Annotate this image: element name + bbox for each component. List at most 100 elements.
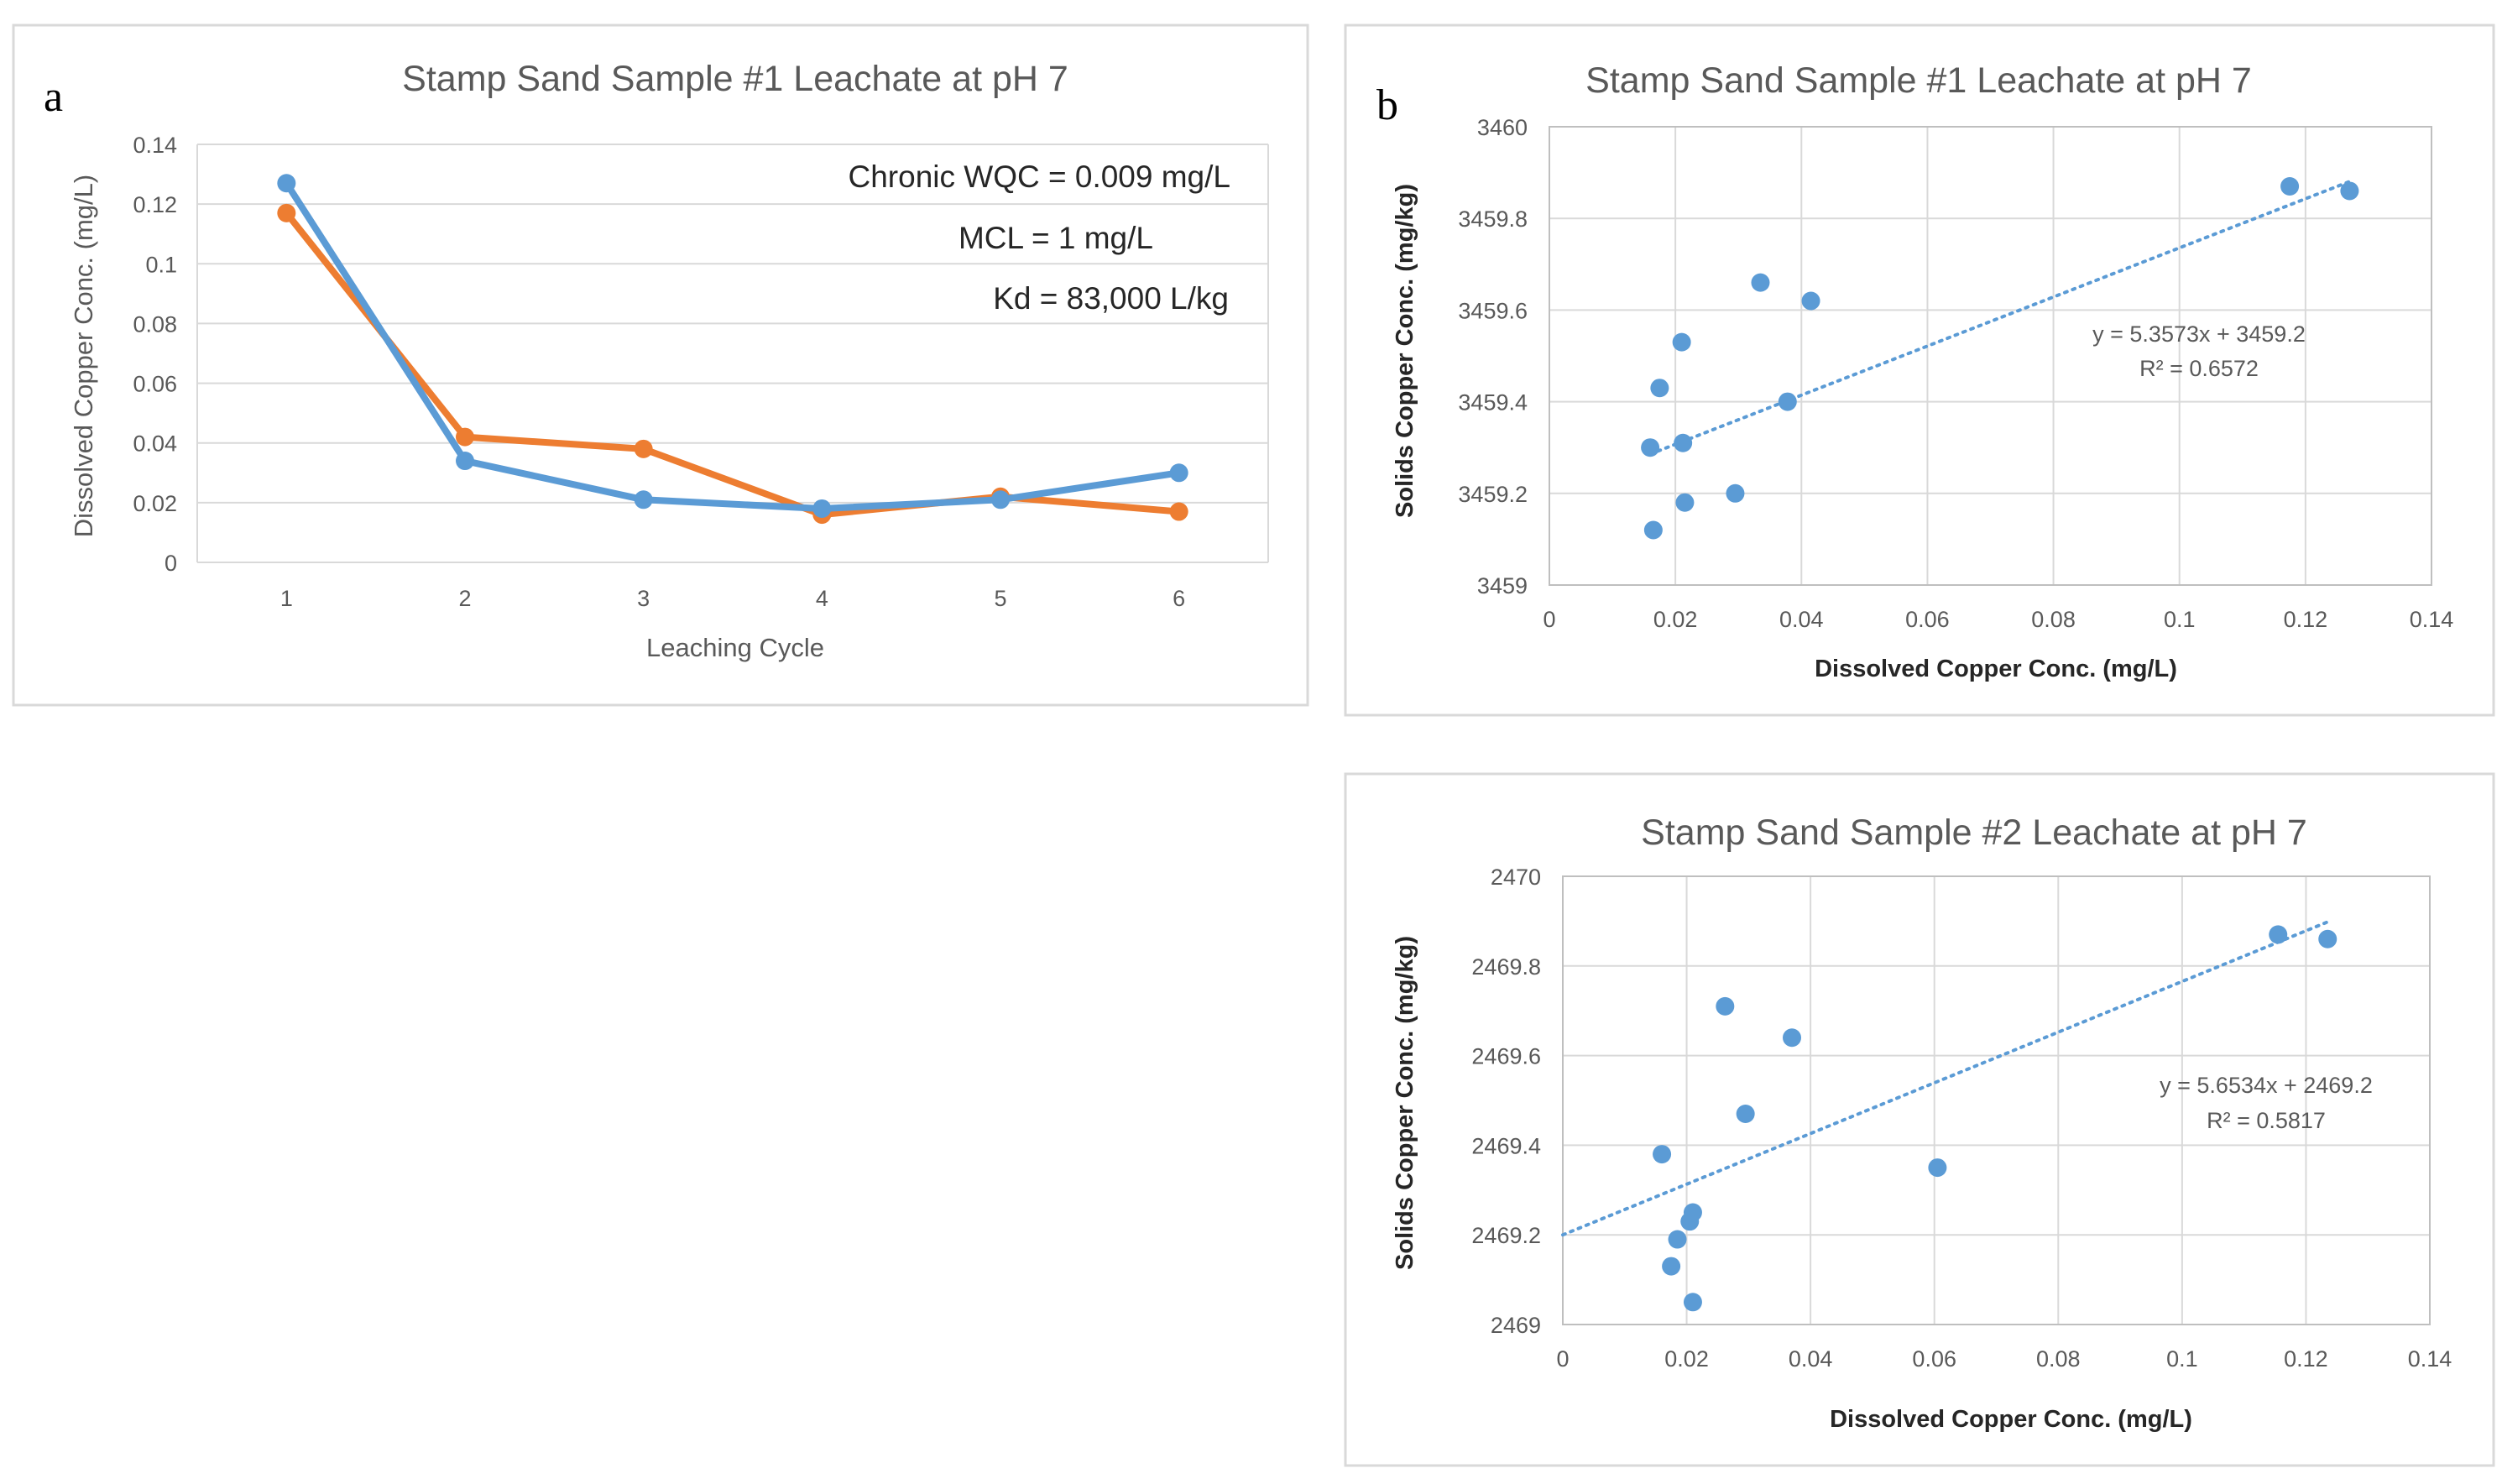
chart-b2-xtick-label: 0.02 <box>1664 1346 1709 1372</box>
chart-a-ytick-label: 0.06 <box>133 372 177 397</box>
chart-b2-point <box>2269 925 2288 944</box>
chart-b2-point <box>1716 996 1735 1016</box>
chart-a-xtick-label: 4 <box>816 586 828 611</box>
chart-a-plot: 0 0.02 0.04 0.06 0.08 0.1 0.12 0.14 1 2 3 4 5 6 <box>133 133 1269 611</box>
chart-b1-plot-border <box>1549 126 2432 586</box>
chart-a-series-2-point <box>456 452 474 471</box>
chart-b1-xtick-label: 0.12 <box>2284 607 2328 632</box>
chart-b2-ytick-label: 2469 <box>1491 1313 1541 1338</box>
chart-b2-point <box>1683 1293 1702 1312</box>
chart-a-ytick-label: 0.1 <box>145 252 177 277</box>
chart-b2-trendline <box>1561 920 2330 1237</box>
chart-a-ytick-label: 0.12 <box>133 192 177 217</box>
chart-b1-ytick-label: 3459.4 <box>1458 390 1528 415</box>
chart-a-ytick-label: 0.02 <box>133 491 177 516</box>
chart-a-annotation-wqc: Chronic WQC = 0.009 mg/L <box>849 159 1231 194</box>
chart-b2-title: Stamp Sand Sample #2 Leachate at pH 7 <box>1641 813 2307 853</box>
chart-b1-equation: y = 5.3573x + 3459.2 <box>2092 321 2306 347</box>
chart-a-frame <box>12 24 1309 707</box>
chart-a-ytick-label: 0.14 <box>133 133 177 158</box>
chart-b2-plot-border <box>1562 875 2431 1325</box>
chart-a-series-1-point <box>277 203 296 222</box>
chart-a-xtick-label: 6 <box>1173 586 1185 611</box>
chart-b1-point <box>2340 181 2359 201</box>
chart-a-xtick-label: 5 <box>994 586 1006 611</box>
chart-a-series-line-2 <box>283 180 1183 512</box>
chart-b2-xtick-label: 0.14 <box>2408 1346 2452 1372</box>
chart-b2-ytick-label: 2469.4 <box>1471 1133 1541 1158</box>
chart-b1-ytick-label: 3459 <box>1477 573 1528 598</box>
chart-b2-ylabel: Solids Copper Conc. (mg/kg) <box>1392 936 1418 1270</box>
chart-b1-frame <box>1344 24 2495 717</box>
chart-b1-point <box>1751 273 1770 292</box>
chart-b1-trendline <box>1648 180 2352 456</box>
chart-b2-xtick-label: 0.12 <box>2284 1346 2328 1372</box>
chart-b1-xtick-label: 0 <box>1543 607 1555 632</box>
chart-b2-xtick-label: 0.1 <box>2166 1346 2198 1372</box>
chart-b2-ytick-label: 2469.8 <box>1471 954 1541 980</box>
chart-a-ytick-label: 0.04 <box>133 431 177 457</box>
chart-b1-plot: 3459 3459.2 3459.4 3459.6 3459.8 3460 0 0.02 0.0… <box>1458 115 2453 632</box>
chart-b2-point <box>1783 1028 1802 1048</box>
chart-b1-ytick-label: 3460 <box>1477 115 1528 140</box>
chart-b1-title: Stamp Sand Sample #1 Leachate at pH 7 <box>1585 60 2252 101</box>
chart-b2-point <box>1668 1230 1687 1249</box>
chart-a-ylabel: Dissolved Copper Conc. (mg/L) <box>69 175 98 537</box>
chart-a-series-2-point <box>812 499 832 518</box>
chart-a-series-2-point <box>1169 463 1188 483</box>
chart-a-series-1-point <box>634 439 653 458</box>
chart-b2-ytick-label: 2469.2 <box>1471 1223 1541 1248</box>
chart-b2-equation: y = 5.6534x + 2469.2 <box>2160 1073 2373 1098</box>
chart-b2-r2: R² = 0.5817 <box>2207 1108 2326 1133</box>
chart-b2-point <box>2318 929 2337 948</box>
chart-b2-point <box>1736 1105 1755 1124</box>
chart-b1-point <box>1778 392 1797 411</box>
chart-b1-point <box>1672 332 1691 352</box>
chart-b1-ytick-label: 3459.8 <box>1458 206 1528 232</box>
panel-label-a: a <box>44 73 63 121</box>
chart-a-title: Stamp Sand Sample #1 Leachate at pH 7 <box>402 59 1068 99</box>
chart-a-series-2-point <box>634 490 653 509</box>
chart-a-series-line-1 <box>283 209 1183 519</box>
chart-a-annotation-mcl: MCL = 1 mg/L <box>958 221 1153 255</box>
chart-a-xlabel: Leaching Cycle <box>646 633 824 662</box>
chart-b1-xtick-label: 0.04 <box>1779 607 1824 632</box>
chart-b1-xtick-label: 0.06 <box>1905 607 1950 632</box>
chart-b2-point <box>1653 1145 1672 1164</box>
chart-b1-xtick-label: 0.08 <box>2031 607 2076 632</box>
chart-b1-r2: R² = 0.6572 <box>2139 356 2259 381</box>
chart-b1-ytick-label: 3459.2 <box>1458 482 1528 507</box>
chart-b1-ylabel: Solids Copper Conc. (mg/kg) <box>1392 184 1418 518</box>
chart-b2-frame <box>1344 772 2495 1467</box>
chart-a-series-2-point <box>991 490 1010 509</box>
chart-a-series-2-point <box>277 174 296 193</box>
chart-b1-xtick-label: 0.14 <box>2410 607 2454 632</box>
chart-a-ytick-label: 0 <box>165 551 177 576</box>
chart-b2-point <box>1683 1203 1702 1222</box>
chart-b2-ytick-label: 2469.6 <box>1471 1044 1541 1069</box>
chart-b2-xlabel: Dissolved Copper Conc. (mg/L) <box>1830 1406 2192 1433</box>
chart-a-annotation-kd: Kd = 83,000 L/kg <box>993 281 1229 316</box>
chart-b1-point <box>1675 493 1695 512</box>
chart-b2-xtick-label: 0.08 <box>2036 1346 2081 1372</box>
chart-b1-xlabel: Dissolved Copper Conc. (mg/L) <box>1815 656 2177 682</box>
chart-b1-point <box>1641 438 1660 457</box>
chart-a-xtick-label: 3 <box>637 586 650 611</box>
chart-b2-xtick-label: 0.04 <box>1789 1346 1833 1372</box>
chart-a-ytick-label: 0.08 <box>133 311 177 337</box>
chart-b1-point <box>2280 176 2300 196</box>
chart-b1-point <box>1650 379 1669 398</box>
chart-b1-point <box>1801 291 1820 311</box>
chart-b1-ytick-label: 3459.6 <box>1458 298 1528 323</box>
chart-b2-xtick-label: 0 <box>1556 1346 1569 1372</box>
chart-b2-ytick-label: 2470 <box>1491 865 1541 890</box>
chart-b1-point <box>1643 520 1663 540</box>
chart-b1-xtick-label: 0.1 <box>2164 607 2196 632</box>
chart-a-xtick-label: 2 <box>458 586 471 611</box>
chart-b1-point <box>1726 483 1745 503</box>
chart-a-series-1-point <box>1169 502 1188 521</box>
chart-b2-point <box>1662 1257 1681 1276</box>
chart-b1-xtick-label: 0.02 <box>1653 607 1698 632</box>
chart-b2-xtick-label: 0.06 <box>1912 1346 1956 1372</box>
